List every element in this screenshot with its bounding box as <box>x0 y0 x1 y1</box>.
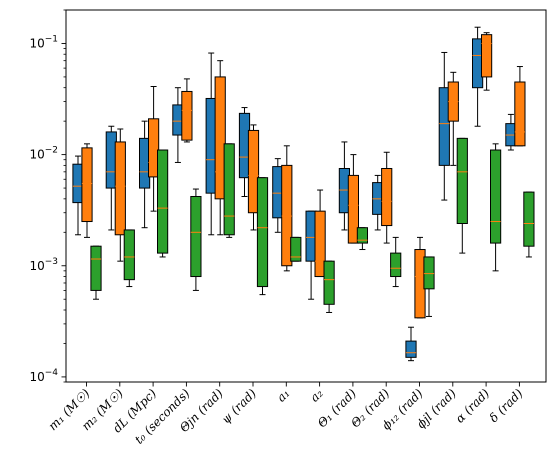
box-1-series-2 <box>123 229 135 288</box>
box-0-series-1 <box>81 143 93 238</box>
box-0-series-2 <box>90 245 102 300</box>
box-body <box>347 174 359 244</box>
box-7-series-0 <box>305 210 317 300</box>
box-body <box>123 229 135 281</box>
box-9-series-2 <box>390 236 402 288</box>
box-body <box>223 143 235 236</box>
y-tick-label: 10−3 <box>29 257 58 273</box>
box-body <box>247 129 260 214</box>
x-tick-label: a₂ <box>307 386 325 404</box>
box-body <box>90 245 102 291</box>
box-13-series-1 <box>514 66 526 147</box>
box-9-series-1 <box>381 151 393 244</box>
box-body <box>456 137 468 225</box>
box-3-series-2 <box>190 188 202 291</box>
box-body <box>490 149 502 244</box>
y-tick-label: 10−4 <box>29 368 58 384</box>
box-4-series-1 <box>214 60 226 236</box>
box-body <box>323 260 335 305</box>
box-body <box>514 81 526 147</box>
box-5-series-2 <box>256 177 269 296</box>
box-body <box>290 236 302 262</box>
box-10-series-0 <box>405 326 417 362</box>
box-body <box>481 34 493 78</box>
box-7-series-2 <box>323 260 335 313</box>
box-13-series-2 <box>523 191 535 258</box>
box-body <box>381 167 393 227</box>
box-1-series-1 <box>114 128 126 262</box>
plot-frame <box>65 9 547 383</box>
y-tick-label: 10−2 <box>29 146 58 162</box>
box-body <box>390 252 402 278</box>
box-body <box>214 76 226 200</box>
box-11-series-2 <box>456 137 468 254</box>
box-body <box>314 210 326 278</box>
box-12-series-2 <box>490 143 502 272</box>
box-2-series-2 <box>157 149 169 258</box>
box-2-series-1 <box>148 85 160 212</box>
box-body <box>423 256 435 290</box>
box-body <box>157 149 169 254</box>
box-8-series-0 <box>338 141 350 231</box>
box-body <box>523 191 535 247</box>
box-11-series-1 <box>447 71 459 166</box>
box-body <box>148 118 160 178</box>
y-tick-label: 10−1 <box>29 34 58 50</box>
box-3-series-1 <box>181 78 193 143</box>
box-9-series-0 <box>372 174 384 231</box>
x-axis: m₁ (M☉)m₂ (M☉)dL (Mpc)t₀ (seconds)Θjn (r… <box>46 382 526 447</box>
box-body <box>256 177 269 288</box>
box-6-series-2 <box>290 236 302 262</box>
box-body <box>114 141 126 236</box>
box-body <box>405 340 417 358</box>
box-8-series-1 <box>347 154 359 244</box>
box-body <box>190 195 202 278</box>
box-4-series-2 <box>223 143 235 238</box>
box-5-series-1 <box>247 124 260 231</box>
x-tick-label: α (rad) <box>453 386 493 426</box>
y-axis: 10−4 10−3 10−2 10−1 <box>29 9 66 384</box>
box-body <box>81 147 93 223</box>
x-tick-label: δ (rad) <box>487 386 526 425</box>
box-8-series-2 <box>356 227 368 251</box>
boxes-layer <box>72 26 535 362</box>
box-body <box>438 87 450 166</box>
box-6-series-1 <box>281 145 293 272</box>
box-12-series-1 <box>481 32 493 91</box>
box-body <box>181 90 193 141</box>
box-body <box>356 227 368 244</box>
box-10-series-2 <box>423 256 435 317</box>
box-7-series-1 <box>314 189 326 278</box>
x-tick-label: a₁ <box>274 386 292 404</box>
x-tick-label: ψ (rad) <box>219 386 260 427</box>
box-11-series-0 <box>438 51 450 201</box>
